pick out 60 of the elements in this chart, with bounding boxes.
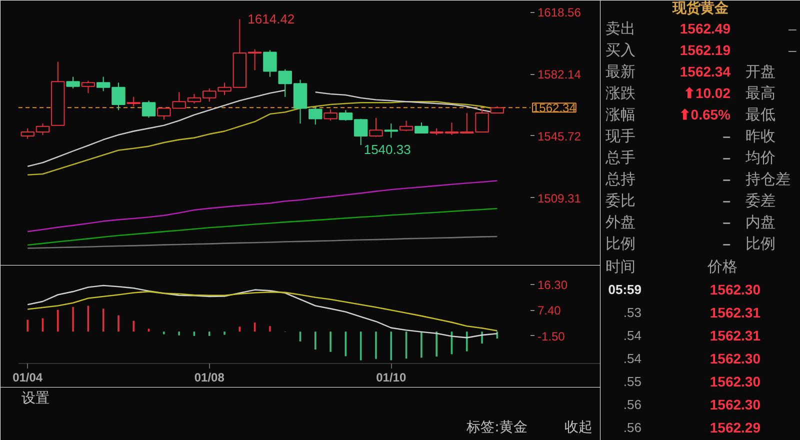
text: 委比 [606,192,636,210]
text: .55 [623,374,642,389]
text: 1562.29 [710,420,761,436]
text: 1562.19 [680,42,731,58]
text: 现手 [606,127,636,145]
text: 1562.34 [680,64,731,80]
text: 总持 [604,170,636,188]
text: ⬆10.02 [683,85,731,101]
text: ⬆0.65% [678,106,732,122]
text: .54 [623,351,642,366]
text: .56 [623,397,642,412]
text: 委差 [746,192,776,210]
text: 买入 [606,41,636,59]
text: 1562.30 [710,396,761,412]
text: 1562.30 [710,282,761,298]
text: 现货黄金 [672,0,730,16]
text: 涨跌 [606,84,636,102]
text: .54 [623,328,642,343]
text: 1562.30 [710,350,761,366]
text: 1562.31 [710,304,761,320]
text: 价格 [706,258,738,276]
text: 1562.31 [710,328,761,344]
text: 最高 [746,84,776,102]
text: – [722,128,731,144]
text: 开盘 [746,62,776,80]
text: – [722,171,731,187]
text: 外盘 [606,213,636,231]
x-tick-label: 01/04 [12,370,43,384]
text: 05:59 [608,282,642,297]
text: 持仓差 [746,170,790,188]
text: 均价 [744,148,776,166]
y-tick-label: 1509.31 [538,191,582,206]
text: – [788,42,796,58]
text: 1562.49 [680,20,731,36]
text: 最新 [606,62,636,80]
text: 涨幅 [606,106,636,124]
y-tick-label: -1.50 [538,329,566,344]
text: 卖出 [606,20,636,38]
text: 设置 [21,390,50,406]
text: 最低 [746,106,776,124]
text: – [788,20,796,36]
text: 1562.30 [710,374,761,390]
text: 比例 [606,234,636,252]
text: – [722,236,731,252]
text: 昨收 [746,127,776,145]
x-tick-label: 01/08 [194,370,225,384]
text: 内盘 [746,213,776,231]
text: – [722,214,731,230]
text: 总手 [604,148,636,166]
x-tick-label: 01/10 [376,370,406,384]
text: 收起 [564,420,593,436]
text: .56 [623,420,642,435]
text: 时间 [606,258,636,276]
y-tick-label: 16.30 [538,278,568,292]
text: .53 [623,305,642,320]
y-tick-label: 7.40 [538,304,562,318]
text: 标签:黄金 [466,420,528,436]
text: 比例 [746,234,776,252]
text: – [722,150,731,166]
text: – [722,192,731,208]
